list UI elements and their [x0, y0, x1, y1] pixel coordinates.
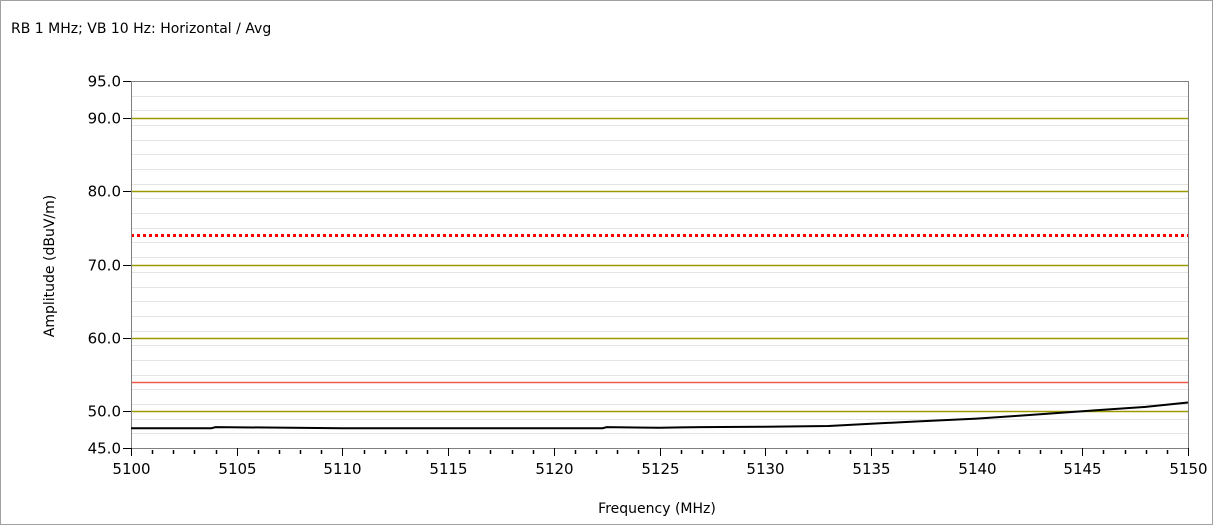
x-tick-label: 5135 [852, 460, 890, 478]
x-tick-label: 5115 [429, 460, 467, 478]
x-tick-label: 5150 [1169, 460, 1207, 478]
y-tick-label: 50.0 [88, 403, 121, 421]
x-tick-label: 5110 [323, 460, 361, 478]
y-tick-label: 70.0 [88, 257, 121, 275]
x-tick-label: 5140 [958, 460, 996, 478]
y-tick-label: 95.0 [88, 73, 121, 91]
x-axis-label: Frequency (MHz) [598, 501, 716, 517]
y-tick-label: 45.0 [88, 440, 121, 458]
x-tick-label: 5120 [535, 460, 573, 478]
y-tick-label: 90.0 [88, 110, 121, 128]
series-line-1 [131, 401, 1189, 430]
x-tick-label: 5105 [218, 460, 256, 478]
y-tick-label: 60.0 [88, 330, 121, 348]
chart-title: RB 1 MHz; VB 10 Hz: Horizontal / Avg [11, 21, 272, 37]
x-tick-label: 5130 [746, 460, 784, 478]
x-tick-label: 5145 [1063, 460, 1101, 478]
y-tick-label: 80.0 [88, 183, 121, 201]
y-axis-label: Amplitude (dBuV/m) [42, 195, 58, 337]
x-tick-label: 5125 [641, 460, 679, 478]
x-tick-label: 5100 [112, 460, 150, 478]
